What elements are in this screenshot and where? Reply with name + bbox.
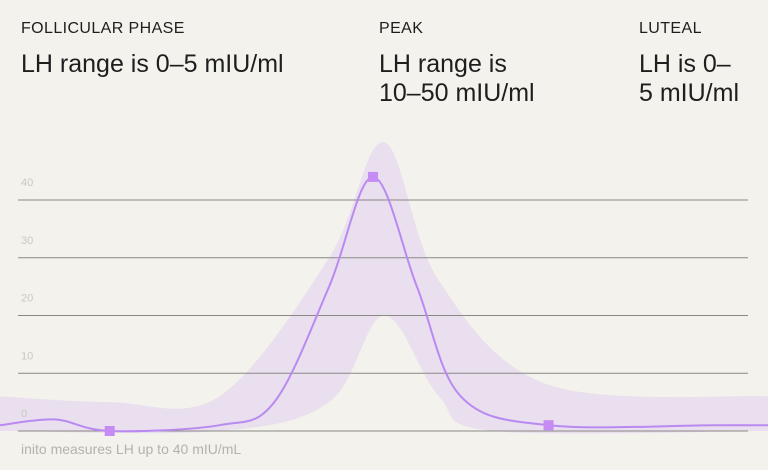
y-tick-label: 40 xyxy=(21,177,33,189)
y-tick-layer: 0 10 20 30 40 xyxy=(21,177,33,420)
phase-description: LH range is 10–50 mIU/ml xyxy=(379,50,535,107)
phase-description: LH is 0– 5 mIU/ml xyxy=(639,50,739,107)
y-tick-label: 10 xyxy=(21,350,33,362)
phase-follicular: FOLLICULAR PHASE LH range is 0–5 mIU/ml xyxy=(21,20,351,79)
phase-description: LH range is 0–5 mIU/ml xyxy=(21,50,284,78)
lh-line xyxy=(0,175,768,433)
phase-luteal: LUTEAL LH is 0– 5 mIU/ml xyxy=(639,20,764,108)
data-point-marker xyxy=(543,420,554,431)
y-tick-label: 20 xyxy=(21,293,33,305)
phase-peak: PEAK LH range is 10–50 mIU/ml xyxy=(379,20,599,108)
phase-label: PEAK xyxy=(379,20,424,37)
footnote: inito measures LH up to 40 mIU/mL xyxy=(21,441,242,457)
y-tick-label: 0 xyxy=(21,408,27,420)
lh-line-layer xyxy=(0,175,768,433)
data-point-marker xyxy=(368,171,379,182)
lh-range-band-layer xyxy=(0,142,768,434)
lh-range-band xyxy=(0,142,768,434)
marker-layer xyxy=(104,171,554,436)
phase-label: FOLLICULAR PHASE xyxy=(21,20,185,37)
y-tick-label: 30 xyxy=(21,235,33,247)
phase-label: LUTEAL xyxy=(639,20,702,37)
data-point-marker xyxy=(104,426,115,436)
